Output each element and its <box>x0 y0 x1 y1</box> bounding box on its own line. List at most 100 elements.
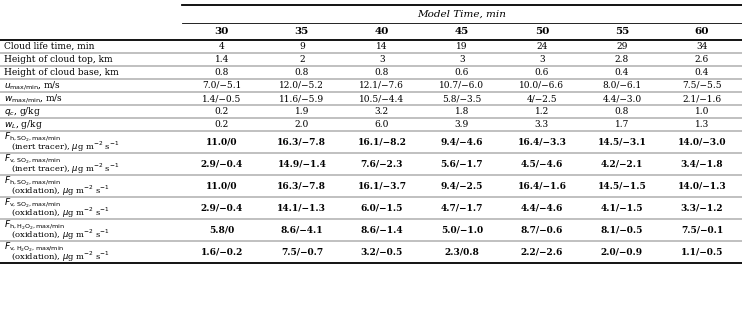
Text: (oxidation), $\mu$g m$^{-2}$ s$^{-1}$: (oxidation), $\mu$g m$^{-2}$ s$^{-1}$ <box>11 184 110 198</box>
Text: 8.6/−4.1: 8.6/−4.1 <box>280 226 324 235</box>
Text: 4: 4 <box>219 42 225 51</box>
Text: 3.3/−1.2: 3.3/−1.2 <box>680 203 723 213</box>
Text: 1.9: 1.9 <box>295 107 309 116</box>
Text: 16.3/−7.8: 16.3/−7.8 <box>278 181 326 190</box>
Text: 1.8: 1.8 <box>455 107 469 116</box>
Text: 2.0/−0.9: 2.0/−0.9 <box>601 248 643 256</box>
Text: 30: 30 <box>214 27 229 36</box>
Text: $F_{\mathrm{v,SO_2,max/min}}$: $F_{\mathrm{v,SO_2,max/min}}$ <box>4 152 61 166</box>
Text: 2.6: 2.6 <box>695 55 709 64</box>
Text: 1.2: 1.2 <box>535 107 549 116</box>
Text: 24: 24 <box>536 42 548 51</box>
Text: 3: 3 <box>379 55 384 64</box>
Text: 6.0/−1.5: 6.0/−1.5 <box>361 203 403 213</box>
Text: $F_{\mathrm{v,H_2O_2,max/min}}$: $F_{\mathrm{v,H_2O_2,max/min}}$ <box>4 240 65 254</box>
Text: 29: 29 <box>617 42 628 51</box>
Text: 34: 34 <box>696 42 708 51</box>
Text: 5.8/−3.5: 5.8/−3.5 <box>442 94 482 103</box>
Text: 14.0/−3.0: 14.0/−3.0 <box>677 137 726 147</box>
Text: 0.8: 0.8 <box>375 68 389 77</box>
Text: 14.5/−3.1: 14.5/−3.1 <box>597 137 646 147</box>
Text: 3.4/−1.8: 3.4/−1.8 <box>680 160 723 168</box>
Text: 2.9/−0.4: 2.9/−0.4 <box>200 203 243 213</box>
Text: 8.1/−0.5: 8.1/−0.5 <box>601 226 643 235</box>
Text: 16.3/−7.8: 16.3/−7.8 <box>278 137 326 147</box>
Text: 0.4: 0.4 <box>695 68 709 77</box>
Text: $F_{\mathrm{h,H_2O_2,max/min}}$: $F_{\mathrm{h,H_2O_2,max/min}}$ <box>4 218 65 232</box>
Text: 11.0/0: 11.0/0 <box>206 181 237 190</box>
Text: (inert tracer), $\mu$g m$^{-2}$ s$^{-1}$: (inert tracer), $\mu$g m$^{-2}$ s$^{-1}$ <box>11 140 119 154</box>
Text: 2.3/0.8: 2.3/0.8 <box>444 248 479 256</box>
Text: 8.7/−0.6: 8.7/−0.6 <box>521 226 563 235</box>
Text: 10.5/−4.4: 10.5/−4.4 <box>359 94 404 103</box>
Text: 16.1/−3.7: 16.1/−3.7 <box>358 181 407 190</box>
Text: $w_L$, g/kg: $w_L$, g/kg <box>4 118 42 131</box>
Text: 4.4/−4.6: 4.4/−4.6 <box>521 203 563 213</box>
Text: 1.0: 1.0 <box>695 107 709 116</box>
Text: 7.6/−2.3: 7.6/−2.3 <box>361 160 403 168</box>
Text: 0.2: 0.2 <box>214 107 229 116</box>
Text: 14.0/−1.3: 14.0/−1.3 <box>677 181 726 190</box>
Text: 4.1/−1.5: 4.1/−1.5 <box>601 203 643 213</box>
Text: $w_{\mathrm{max/min}}$, m/s: $w_{\mathrm{max/min}}$, m/s <box>4 92 63 105</box>
Text: 55: 55 <box>615 27 629 36</box>
Text: 14: 14 <box>376 42 387 51</box>
Text: 2.0: 2.0 <box>295 120 309 129</box>
Text: 9.4/−2.5: 9.4/−2.5 <box>441 181 483 190</box>
Text: 9: 9 <box>299 42 305 51</box>
Text: 35: 35 <box>295 27 309 36</box>
Text: 3: 3 <box>459 55 464 64</box>
Text: 14.9/−1.4: 14.9/−1.4 <box>278 160 326 168</box>
Text: 0.8: 0.8 <box>214 68 229 77</box>
Text: (oxidation), $\mu$g m$^{-2}$ s$^{-1}$: (oxidation), $\mu$g m$^{-2}$ s$^{-1}$ <box>11 227 110 242</box>
Text: 4.5/−4.6: 4.5/−4.6 <box>521 160 563 168</box>
Text: 0.8: 0.8 <box>615 107 629 116</box>
Text: 2.1/−1.6: 2.1/−1.6 <box>683 94 721 103</box>
Text: 8.6/−1.4: 8.6/−1.4 <box>361 226 403 235</box>
Text: 5.0/−1.0: 5.0/−1.0 <box>441 226 483 235</box>
Text: 11.6/−5.9: 11.6/−5.9 <box>279 94 324 103</box>
Text: $F_{\mathrm{h,SO_2,max/min}}$: $F_{\mathrm{h,SO_2,max/min}}$ <box>4 130 61 144</box>
Text: 5.6/−1.7: 5.6/−1.7 <box>441 160 483 168</box>
Text: $u_{\mathrm{max/min}}$, m/s: $u_{\mathrm{max/min}}$, m/s <box>4 79 61 92</box>
Text: 16.4/−3.3: 16.4/−3.3 <box>517 137 566 147</box>
Text: 4.7/−1.7: 4.7/−1.7 <box>441 203 483 213</box>
Text: 3: 3 <box>539 55 545 64</box>
Text: 2.9/−0.4: 2.9/−0.4 <box>200 160 243 168</box>
Text: 12.1/−7.6: 12.1/−7.6 <box>359 81 404 90</box>
Text: 2.2/−2.6: 2.2/−2.6 <box>521 248 563 256</box>
Text: 45: 45 <box>455 27 469 36</box>
Text: $q_c$, g/kg: $q_c$, g/kg <box>4 105 41 118</box>
Text: 3.3: 3.3 <box>535 120 549 129</box>
Text: 1.6/−0.2: 1.6/−0.2 <box>200 248 243 256</box>
Text: 7.5/−0.7: 7.5/−0.7 <box>280 248 323 256</box>
Text: 9.4/−4.6: 9.4/−4.6 <box>441 137 483 147</box>
Text: 1.1/−0.5: 1.1/−0.5 <box>681 248 723 256</box>
Text: 4/−2.5: 4/−2.5 <box>527 94 557 103</box>
Text: 14.1/−1.3: 14.1/−1.3 <box>278 203 326 213</box>
Text: 11.0/0: 11.0/0 <box>206 137 237 147</box>
Text: 1.7: 1.7 <box>615 120 629 129</box>
Text: 0.6: 0.6 <box>455 68 469 77</box>
Text: 6.0: 6.0 <box>375 120 389 129</box>
Text: 40: 40 <box>375 27 389 36</box>
Text: 2.8: 2.8 <box>615 55 629 64</box>
Text: 4.2/−2.1: 4.2/−2.1 <box>601 160 643 168</box>
Text: (oxidation), $\mu$g m$^{-2}$ s$^{-1}$: (oxidation), $\mu$g m$^{-2}$ s$^{-1}$ <box>11 206 110 220</box>
Text: 0.2: 0.2 <box>214 120 229 129</box>
Text: 5.8/0: 5.8/0 <box>209 226 234 235</box>
Text: 10.7/−6.0: 10.7/−6.0 <box>439 81 485 90</box>
Text: Model Time, min: Model Time, min <box>418 9 506 19</box>
Text: 0.6: 0.6 <box>535 68 549 77</box>
Text: 1.4: 1.4 <box>214 55 229 64</box>
Text: Height of cloud top, km: Height of cloud top, km <box>4 55 113 64</box>
Text: 0.8: 0.8 <box>295 68 309 77</box>
Text: 7.0/−5.1: 7.0/−5.1 <box>202 81 241 90</box>
Text: 8.0/−6.1: 8.0/−6.1 <box>603 81 642 90</box>
Text: 50: 50 <box>535 27 549 36</box>
Text: 60: 60 <box>695 27 709 36</box>
Text: 1.3: 1.3 <box>695 120 709 129</box>
Text: 7.5/−0.1: 7.5/−0.1 <box>681 226 723 235</box>
Text: (oxidation), $\mu$g m$^{-2}$ s$^{-1}$: (oxidation), $\mu$g m$^{-2}$ s$^{-1}$ <box>11 250 110 264</box>
Text: 3.2/−0.5: 3.2/−0.5 <box>361 248 403 256</box>
